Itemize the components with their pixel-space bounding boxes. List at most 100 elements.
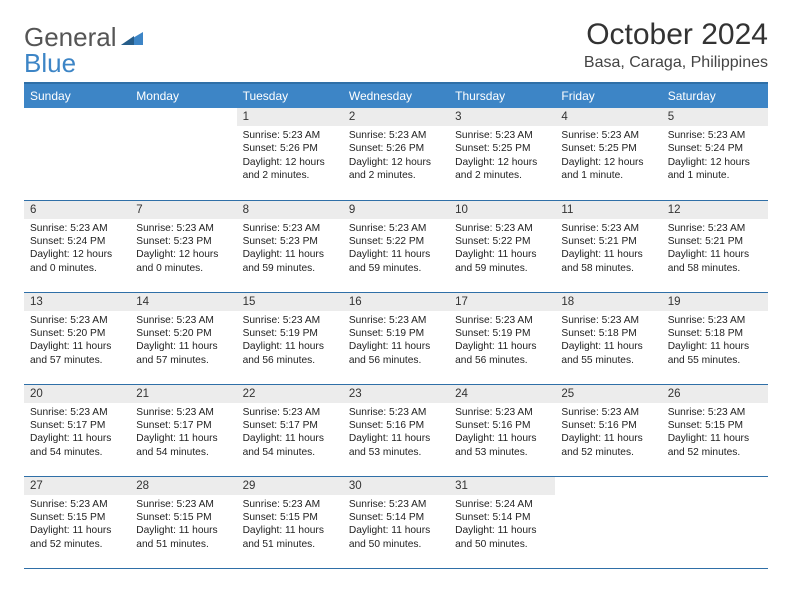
daylight-text: Daylight: 11 hours and 52 minutes. (668, 432, 762, 459)
sunrise-text: Sunrise: 5:23 AM (243, 129, 337, 142)
daylight-text: Daylight: 11 hours and 55 minutes. (668, 340, 762, 367)
calendar-day-cell: 22Sunrise: 5:23 AMSunset: 5:17 PMDayligh… (237, 384, 343, 476)
day-number: 22 (237, 385, 343, 403)
day-details: Sunrise: 5:23 AMSunset: 5:16 PMDaylight:… (555, 403, 661, 464)
weekday-header: Sunday (24, 84, 130, 108)
sunset-text: Sunset: 5:21 PM (668, 235, 762, 248)
day-number: 21 (130, 385, 236, 403)
brand-logo: GeneralBlue (24, 18, 143, 76)
day-number: 1 (237, 108, 343, 126)
sunset-text: Sunset: 5:16 PM (349, 419, 443, 432)
location: Basa, Caraga, Philippines (584, 54, 768, 72)
calendar-day-cell: 1Sunrise: 5:23 AMSunset: 5:26 PMDaylight… (237, 108, 343, 200)
day-details: Sunrise: 5:23 AMSunset: 5:16 PMDaylight:… (343, 403, 449, 464)
header: GeneralBlue October 2024 Basa, Caraga, P… (24, 18, 768, 76)
weekday-header: Monday (130, 84, 236, 108)
calendar-day-cell: 14Sunrise: 5:23 AMSunset: 5:20 PMDayligh… (130, 292, 236, 384)
day-number: 27 (24, 477, 130, 495)
sunrise-text: Sunrise: 5:23 AM (349, 222, 443, 235)
sunset-text: Sunset: 5:17 PM (30, 419, 124, 432)
sunrise-text: Sunrise: 5:23 AM (455, 129, 549, 142)
day-number: 17 (449, 293, 555, 311)
daylight-text: Daylight: 11 hours and 52 minutes. (561, 432, 655, 459)
sunrise-text: Sunrise: 5:23 AM (243, 498, 337, 511)
calendar-day-cell: 24Sunrise: 5:23 AMSunset: 5:16 PMDayligh… (449, 384, 555, 476)
day-number: 3 (449, 108, 555, 126)
daylight-text: Daylight: 12 hours and 2 minutes. (349, 156, 443, 183)
sunset-text: Sunset: 5:15 PM (668, 419, 762, 432)
day-details: Sunrise: 5:23 AMSunset: 5:24 PMDaylight:… (24, 219, 130, 280)
day-details: Sunrise: 5:23 AMSunset: 5:26 PMDaylight:… (343, 126, 449, 187)
calendar-day-cell: 15Sunrise: 5:23 AMSunset: 5:19 PMDayligh… (237, 292, 343, 384)
calendar-day-cell: 12Sunrise: 5:23 AMSunset: 5:21 PMDayligh… (662, 200, 768, 292)
day-details: Sunrise: 5:23 AMSunset: 5:17 PMDaylight:… (130, 403, 236, 464)
calendar-day-cell: 20Sunrise: 5:23 AMSunset: 5:17 PMDayligh… (24, 384, 130, 476)
day-number: 23 (343, 385, 449, 403)
day-number: 8 (237, 201, 343, 219)
daylight-text: Daylight: 11 hours and 54 minutes. (136, 432, 230, 459)
calendar-day-cell: 7Sunrise: 5:23 AMSunset: 5:23 PMDaylight… (130, 200, 236, 292)
sunrise-text: Sunrise: 5:23 AM (455, 314, 549, 327)
daylight-text: Daylight: 11 hours and 55 minutes. (561, 340, 655, 367)
daylight-text: Daylight: 12 hours and 1 minute. (561, 156, 655, 183)
calendar-day-cell: 6Sunrise: 5:23 AMSunset: 5:24 PMDaylight… (24, 200, 130, 292)
calendar-empty-cell (130, 108, 236, 200)
calendar-day-cell: 28Sunrise: 5:23 AMSunset: 5:15 PMDayligh… (130, 476, 236, 568)
sunrise-text: Sunrise: 5:23 AM (136, 314, 230, 327)
day-number: 10 (449, 201, 555, 219)
calendar-empty-cell (662, 476, 768, 568)
day-number: 2 (343, 108, 449, 126)
sunrise-text: Sunrise: 5:23 AM (243, 222, 337, 235)
day-details: Sunrise: 5:23 AMSunset: 5:18 PMDaylight:… (662, 311, 768, 372)
sunset-text: Sunset: 5:19 PM (349, 327, 443, 340)
month-title: October 2024 (584, 18, 768, 52)
daylight-text: Daylight: 12 hours and 0 minutes. (30, 248, 124, 275)
calendar-week-row: 27Sunrise: 5:23 AMSunset: 5:15 PMDayligh… (24, 476, 768, 568)
calendar-day-cell: 3Sunrise: 5:23 AMSunset: 5:25 PMDaylight… (449, 108, 555, 200)
sunset-text: Sunset: 5:20 PM (30, 327, 124, 340)
calendar-day-cell: 25Sunrise: 5:23 AMSunset: 5:16 PMDayligh… (555, 384, 661, 476)
day-details: Sunrise: 5:23 AMSunset: 5:22 PMDaylight:… (449, 219, 555, 280)
calendar-day-cell: 26Sunrise: 5:23 AMSunset: 5:15 PMDayligh… (662, 384, 768, 476)
day-number: 31 (449, 477, 555, 495)
day-details: Sunrise: 5:23 AMSunset: 5:18 PMDaylight:… (555, 311, 661, 372)
day-number: 18 (555, 293, 661, 311)
weekday-header: Tuesday (237, 84, 343, 108)
sunrise-text: Sunrise: 5:23 AM (136, 498, 230, 511)
daylight-text: Daylight: 11 hours and 54 minutes. (30, 432, 124, 459)
day-number: 11 (555, 201, 661, 219)
day-number: 6 (24, 201, 130, 219)
daylight-text: Daylight: 11 hours and 51 minutes. (136, 524, 230, 551)
sunset-text: Sunset: 5:22 PM (349, 235, 443, 248)
calendar-day-cell: 23Sunrise: 5:23 AMSunset: 5:16 PMDayligh… (343, 384, 449, 476)
daylight-text: Daylight: 11 hours and 57 minutes. (30, 340, 124, 367)
sunrise-text: Sunrise: 5:23 AM (349, 498, 443, 511)
daylight-text: Daylight: 11 hours and 52 minutes. (30, 524, 124, 551)
sunset-text: Sunset: 5:16 PM (561, 419, 655, 432)
day-details: Sunrise: 5:23 AMSunset: 5:24 PMDaylight:… (662, 126, 768, 187)
day-number: 25 (555, 385, 661, 403)
sunrise-text: Sunrise: 5:24 AM (455, 498, 549, 511)
calendar-week-row: 6Sunrise: 5:23 AMSunset: 5:24 PMDaylight… (24, 200, 768, 292)
daylight-text: Daylight: 11 hours and 53 minutes. (455, 432, 549, 459)
day-number: 19 (662, 293, 768, 311)
sunset-text: Sunset: 5:24 PM (30, 235, 124, 248)
day-number: 20 (24, 385, 130, 403)
calendar-day-cell: 13Sunrise: 5:23 AMSunset: 5:20 PMDayligh… (24, 292, 130, 384)
daylight-text: Daylight: 11 hours and 54 minutes. (243, 432, 337, 459)
calendar-day-cell: 4Sunrise: 5:23 AMSunset: 5:25 PMDaylight… (555, 108, 661, 200)
sunset-text: Sunset: 5:21 PM (561, 235, 655, 248)
day-details: Sunrise: 5:23 AMSunset: 5:21 PMDaylight:… (662, 219, 768, 280)
brand-part2: Blue (24, 48, 76, 78)
sunrise-text: Sunrise: 5:23 AM (349, 314, 443, 327)
day-details: Sunrise: 5:23 AMSunset: 5:15 PMDaylight:… (24, 495, 130, 556)
calendar-day-cell: 16Sunrise: 5:23 AMSunset: 5:19 PMDayligh… (343, 292, 449, 384)
sunrise-text: Sunrise: 5:23 AM (30, 222, 124, 235)
day-number: 29 (237, 477, 343, 495)
daylight-text: Daylight: 11 hours and 57 minutes. (136, 340, 230, 367)
day-number: 28 (130, 477, 236, 495)
weekday-header: Saturday (662, 84, 768, 108)
sunset-text: Sunset: 5:26 PM (243, 142, 337, 155)
day-number: 30 (343, 477, 449, 495)
day-number: 26 (662, 385, 768, 403)
